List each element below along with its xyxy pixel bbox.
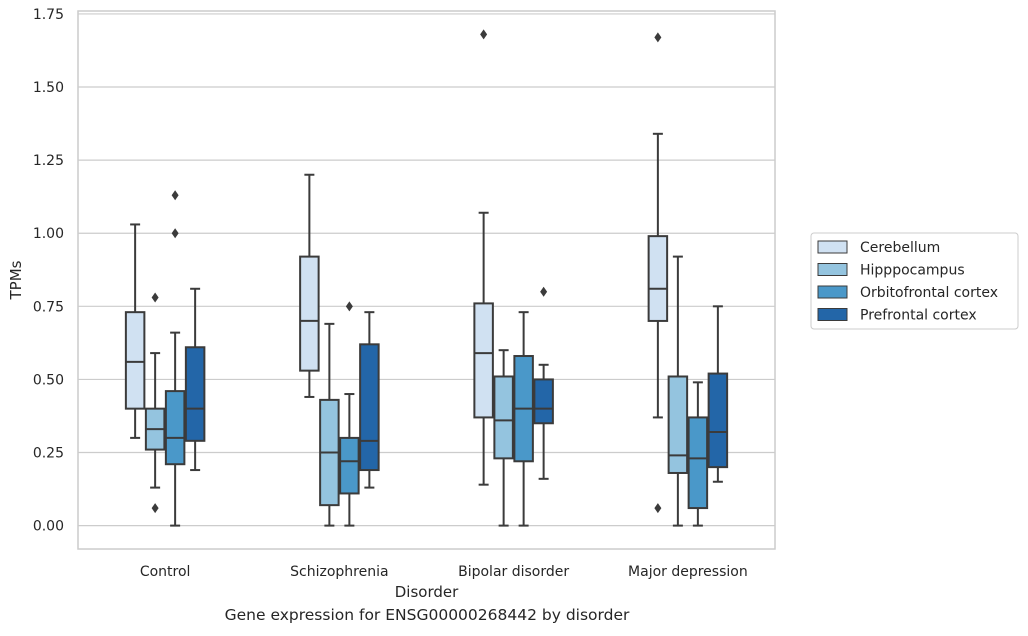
box-group [144, 292, 166, 514]
box-iqr [647, 235, 669, 322]
plot-frame [77, 10, 776, 550]
outlier-point [480, 29, 488, 40]
box-group [124, 223, 146, 439]
legend-frame [810, 232, 1019, 330]
outlier-point [171, 190, 179, 201]
box-iqr [473, 302, 494, 419]
box-iqr [359, 343, 380, 472]
box-group [164, 190, 186, 527]
legend-label: Orbitofrontal cortex [860, 285, 998, 301]
y-axis-label: TPMs [7, 260, 25, 300]
x-tick-label: Schizophrenia [290, 564, 388, 580]
legend: Cerebellum Hipppocampus Orbitofrontal cort… [810, 232, 1019, 330]
box-iqr [184, 346, 206, 442]
y-tick-label: 0.75 [33, 299, 64, 315]
box-group [184, 287, 206, 472]
box-group [493, 349, 514, 527]
y-tick-label: 0.00 [33, 519, 64, 535]
boxes [124, 29, 729, 527]
legend-label: Prefrontal cortex [860, 308, 977, 324]
outlier-point [654, 32, 662, 43]
outlier-point [151, 292, 159, 303]
y-tick-label: 0.25 [33, 446, 64, 462]
box-iqr [667, 375, 689, 474]
box-group [687, 381, 709, 527]
y-tick-label: 0.50 [33, 372, 64, 388]
box-group [533, 286, 554, 480]
box-group [359, 311, 380, 489]
box-group [473, 29, 494, 486]
box-iqr [493, 375, 514, 460]
x-tick-label: Bipolar disorder [458, 564, 569, 580]
y-tick-label: 1.75 [33, 7, 64, 23]
x-tick-label: Control [140, 564, 191, 580]
box-group [339, 301, 360, 527]
outlier-point [654, 503, 662, 514]
legend-label: Cerebellum [860, 240, 940, 256]
box-iqr [687, 416, 709, 510]
y-tick-label: 1.50 [33, 80, 64, 96]
box-group [299, 173, 320, 398]
outlier-point [345, 301, 353, 312]
box-iqr [339, 436, 360, 495]
y-tick-label: 1.00 [33, 226, 64, 242]
x-tick-label: Major depression [628, 564, 748, 580]
legend-swatch [817, 240, 848, 254]
legend-swatch [817, 308, 848, 321]
box-group [319, 322, 340, 527]
y-tick-label: 1.25 [33, 153, 64, 169]
box-iqr [124, 311, 146, 410]
x-axis-label: Disorder [395, 583, 459, 601]
y-tick-labels: 0.00 0.25 0.50 0.75 1.00 1.25 1.50 1.75 [33, 7, 64, 535]
box-iqr [533, 378, 554, 425]
box-group [647, 32, 669, 514]
legend-label: Hipppocampus [860, 263, 965, 279]
box-group [513, 311, 534, 527]
x-tick-labels: Control Schizophrenia Bipolar disorder Majo… [140, 564, 748, 580]
outlier-point [151, 503, 159, 514]
legend-swatch [817, 285, 848, 299]
outlier-point [540, 286, 548, 297]
box-group [667, 255, 689, 527]
box-iqr [707, 372, 729, 469]
box-iqr [164, 390, 186, 466]
outlier-point [171, 228, 179, 239]
chart-caption: Gene expression for ENSG00000268442 by d… [224, 606, 630, 624]
legend-swatch [817, 263, 848, 276]
box-group [707, 305, 729, 483]
box-iqr [299, 255, 320, 372]
